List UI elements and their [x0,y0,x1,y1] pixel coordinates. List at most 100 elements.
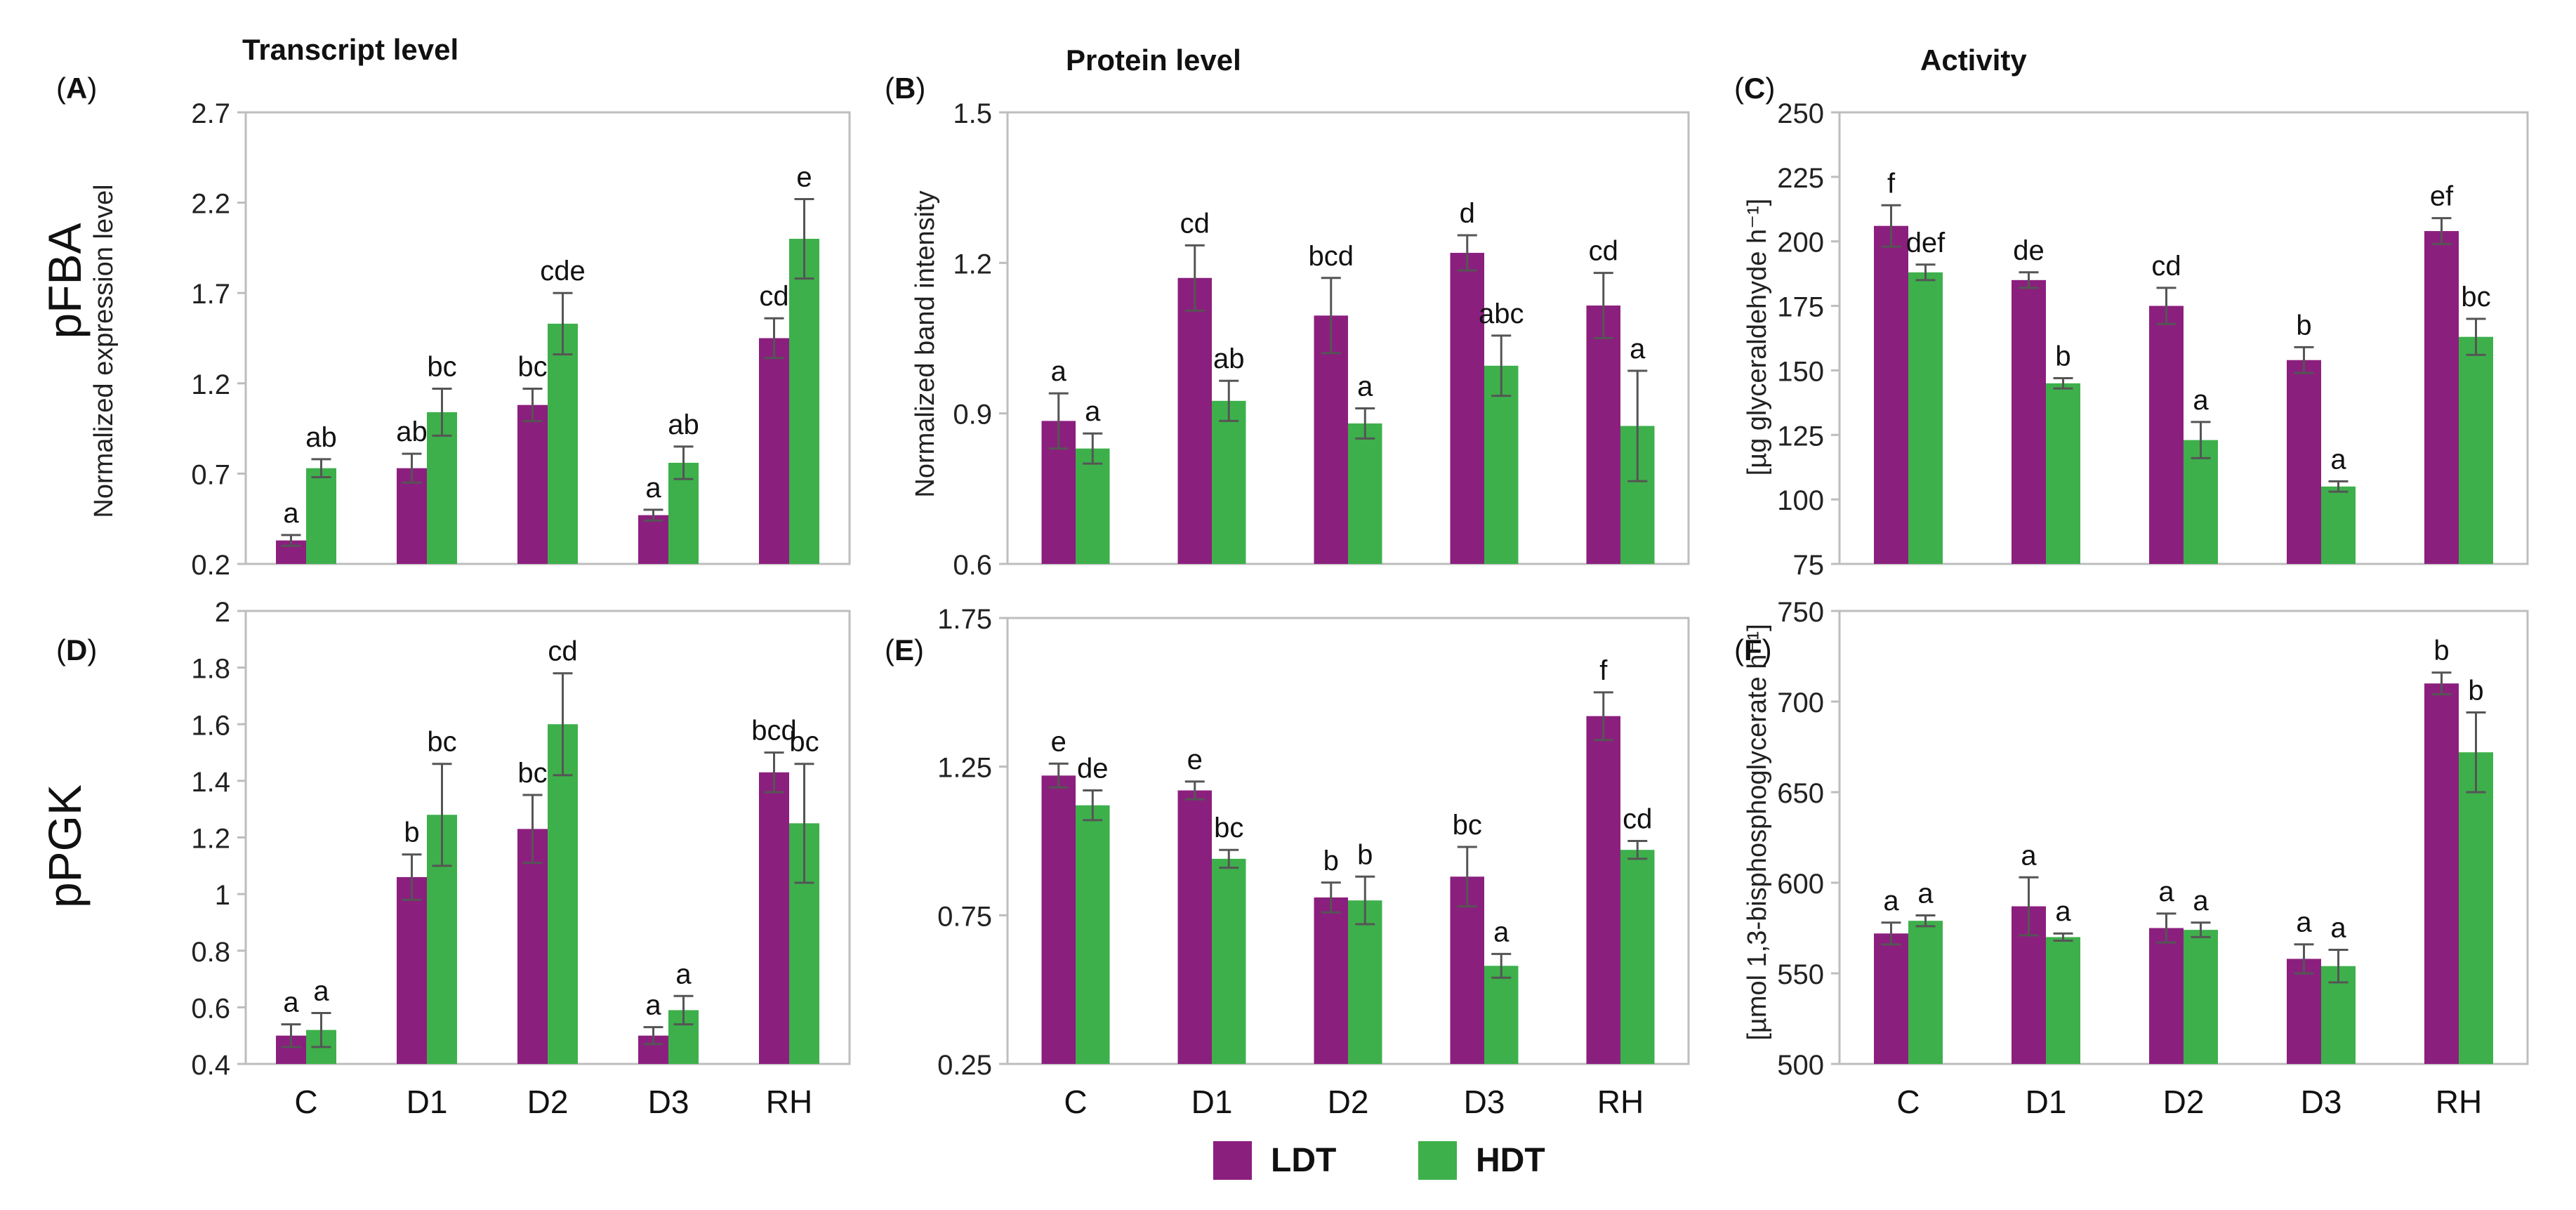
panel-a-bar-hdt [427,412,457,564]
panel-f-bar-ldt [1874,933,1908,1064]
panel-f-bar-hdt [2184,930,2218,1064]
legend: LDT HDT [1213,1141,1545,1180]
panel-d-significance-letter: cd [548,636,577,667]
panel-d-x-tick-label: D2 [527,1084,569,1120]
header-transcript-level: Transcript level [242,33,458,66]
panel-a-significance-letter: bc [427,352,456,383]
panel-b-significance-letter: d [1460,198,1475,229]
panel-f-x-tick-label: C [1896,1084,1920,1120]
legend-hdt-label: HDT [1476,1142,1545,1179]
panel-a-y-tick-label: 2.2 [191,189,230,220]
panel-e-x-tick-label: D1 [1191,1084,1233,1120]
panel-f-x-tick-label: D1 [2026,1084,2067,1120]
panel-c-significance-letter: de [2013,235,2045,266]
panel-d-y-tick-label: 2 [215,597,230,628]
panel-d-significance-letter: bc [517,758,547,789]
panel-e-bar-ldt [1177,790,1212,1064]
panel-a-significance-letter: a [283,498,299,529]
panel-c-y-tick-label: 150 [1777,356,1824,387]
panel-a-bar-ldt [397,468,427,564]
panel-c-bar-ldt [1874,225,1908,564]
legend-hdt-swatch [1418,1141,1457,1180]
panel-f-bar-hdt [1908,921,1943,1064]
panel-e-bar-ldt [1586,716,1620,1064]
header-protein-level: Protein level [1066,44,1241,77]
panel-b-significance-letter: cd [1180,208,1210,239]
panel-e-bar-hdt [1620,850,1655,1064]
legend-ldt-swatch [1213,1141,1252,1180]
panel-e-significance-letter: e [1051,726,1066,757]
panel-b-significance-letter: ab [1213,343,1245,374]
panel-f-y-tick-label: 550 [1777,959,1824,990]
panel-f-x-tick-label: D2 [2163,1084,2205,1120]
panel-c-bar-hdt [2459,336,2493,564]
panel-b-y-tick-label: 0.9 [953,400,992,430]
panel-e-x-tick-label: D3 [1464,1084,1505,1120]
panel-e-significance-letter: a [1493,916,1510,947]
panel-e-significance-letter: f [1599,655,1608,686]
panel-a-y-axis-label: Normalized expression level [89,184,119,518]
panel-e-significance-letter: cd [1623,804,1652,835]
panel-b-significance-letter: a [1357,371,1373,402]
panel-c-significance-letter: b [2296,310,2311,341]
panel-d-y-tick-label: 1.8 [191,654,230,685]
panel-e-label: (E) [885,633,924,666]
panel-a-y-tick-label: 0.7 [191,459,230,490]
panel-e-y-tick-label: 1.75 [937,604,992,635]
panel-d-y-tick-label: 0.4 [191,1050,230,1081]
panel-e-bar-ldt [1041,775,1076,1064]
panel-c-bar-hdt [2321,486,2356,564]
panel-d-y-tick-label: 1 [215,880,230,911]
panel-a-bar-ldt [517,405,548,564]
panel-f-x-tick-label: RH [2436,1084,2482,1120]
panel-e-bar-ldt [1450,876,1484,1064]
panel-c-y-tick-label: 100 [1777,485,1824,516]
panel-e-y-tick-label: 1.25 [937,753,992,784]
panel-f-y-axis-label: [µmol 1,3-bisphosphoglycerate h⁻¹] [1743,624,1772,1040]
panel-e-bar-ldt [1314,897,1348,1064]
panel-d-y-tick-label: 0.8 [191,937,230,968]
panel-f-significance-letter: a [2296,907,2312,938]
panel-a-y-tick-label: 0.2 [191,550,230,581]
panel-c-y-tick-label: 250 [1777,98,1824,129]
panel-a-bar-ldt [638,515,668,564]
panel-f-bar-ldt [2424,683,2459,1064]
panel-f-bar-hdt [2459,752,2493,1064]
panel-b-significance-letter: bcd [1309,241,1354,272]
panel-a-bar-ldt [759,338,789,564]
panel-d-label: (D) [56,633,97,666]
panel-e-x-tick-label: D2 [1328,1084,1369,1120]
panel-c-bar-hdt [2184,440,2218,564]
panel-e-significance-letter: bc [1214,813,1243,843]
panel-c-significance-letter: cd [2151,251,2181,282]
panel-f-bar-ldt [2287,959,2321,1064]
panel-c-y-tick-label: 175 [1777,292,1824,323]
legend-ldt-label: LDT [1271,1142,1336,1179]
panel-d-y-tick-label: 1.2 [191,824,230,855]
panel-a-significance-letter: ab [305,422,337,453]
panel-c-y-tick-label: 125 [1777,421,1824,452]
panel-a-significance-letter: ab [396,416,428,447]
panel-f-significance-letter: b [2468,675,2483,706]
panel-e-y-tick-label: 0.75 [937,901,992,932]
panel-e-x-tick-label: C [1064,1084,1087,1120]
panel-d-bar-ldt [759,772,789,1064]
panel-b-significance-letter: a [1630,334,1646,364]
panel-d-x-tick-label: D1 [407,1084,448,1120]
panel-e-bar-hdt [1348,900,1382,1064]
panel-e-bar-hdt [1484,966,1519,1064]
panel-a-bar-hdt [548,323,578,564]
panel-d-significance-letter: bcd [751,716,797,747]
panel-a-significance-letter: cd [759,281,788,312]
panel-b-y-tick-label: 1.2 [953,249,992,280]
panel-c-y-tick-label: 75 [1793,550,1825,581]
panel-a-chart: (A) 0.2 0.7 1.2 1.7 2.2 2.7 Normalized expressi… [56,72,851,581]
panel-b-bar-hdt [1348,423,1382,564]
panel-c-label: (C) [1734,72,1775,105]
panel-f-bar-hdt [2046,937,2080,1064]
panel-c-chart: (C) 75 100 125 150 175 200 225 250 [µg glyceralde… [1734,72,2529,581]
panel-c-significance-letter: ef [2430,181,2454,212]
panel-a-significance-letter: ab [668,409,699,440]
panel-f-significance-letter: a [1917,878,1934,909]
